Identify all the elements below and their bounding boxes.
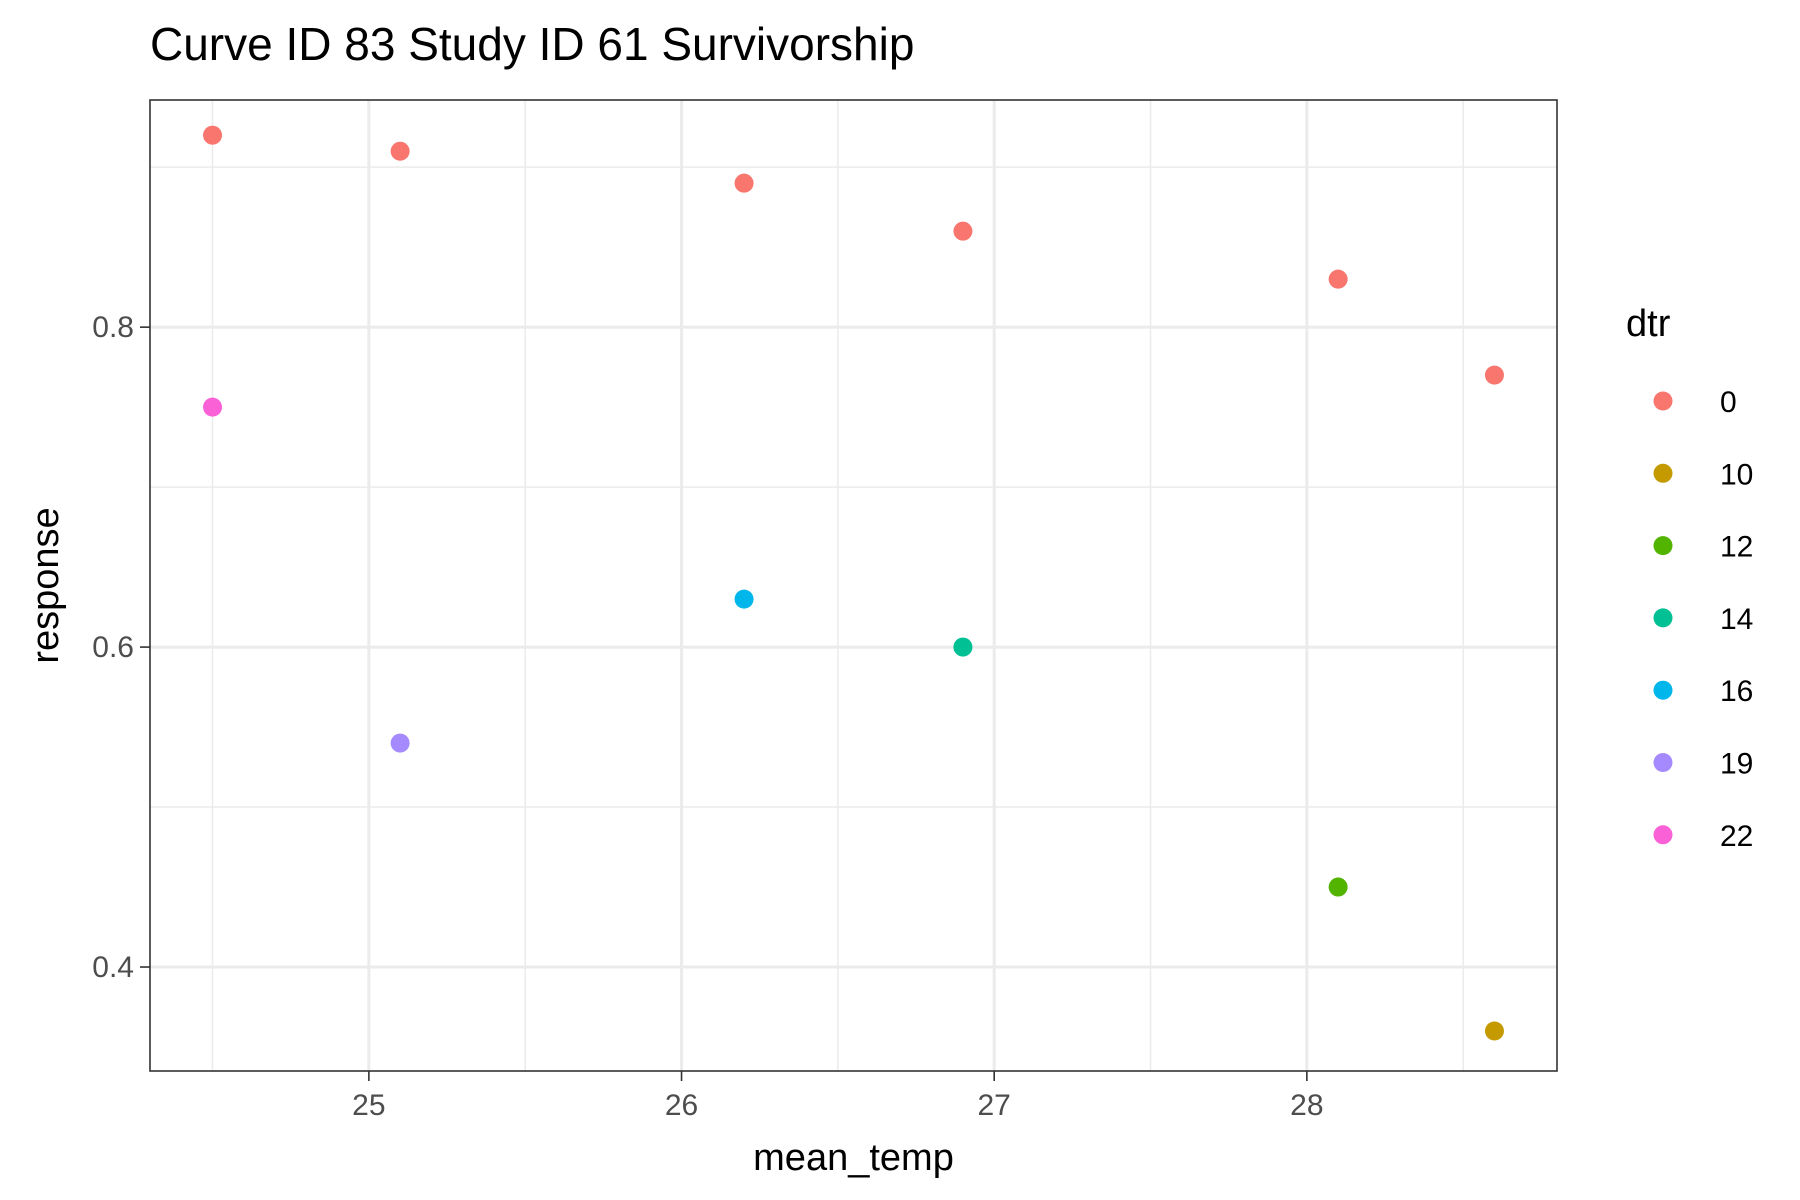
legend-items: 0 10 12 14 16 19 22 [1653, 386, 1753, 853]
y-axis: 0.4 0.6 0.8 [92, 311, 150, 984]
chart-title: Curve ID 83 Study ID 61 Survivorship [150, 18, 914, 70]
x-axis: 25 26 27 28 [352, 1071, 1324, 1122]
panel-background [150, 100, 1557, 1071]
data-point [1484, 1021, 1504, 1041]
legend-key [1653, 536, 1673, 556]
y-tick-label: 0.8 [92, 311, 134, 344]
y-tick-label: 0.6 [92, 631, 134, 664]
legend-key [1653, 680, 1673, 700]
y-axis-title: response [25, 507, 67, 663]
plot-panel [149, 99, 1558, 1072]
x-tick-label: 28 [1290, 1089, 1323, 1122]
x-tick-label: 26 [665, 1089, 698, 1122]
data-point [203, 125, 223, 145]
data-point [953, 637, 973, 657]
legend-label: 16 [1720, 675, 1753, 708]
data-point [734, 589, 754, 609]
legend-label: 14 [1720, 603, 1753, 636]
y-tick-label: 0.4 [92, 951, 134, 984]
data-point [390, 733, 410, 753]
data-point [953, 221, 973, 241]
legend-label: 12 [1720, 531, 1753, 564]
data-points [203, 125, 1504, 1041]
panel-border [149, 99, 1558, 1072]
data-point [1328, 269, 1348, 289]
major-gridlines [150, 100, 1557, 1071]
data-point [1328, 877, 1348, 897]
data-point [1484, 365, 1504, 385]
legend: dtr 0 10 12 14 16 19 22 [1626, 303, 1753, 853]
legend-label: 0 [1720, 386, 1737, 419]
data-point [203, 397, 223, 417]
data-point [734, 173, 754, 193]
legend-label: 19 [1720, 748, 1753, 781]
legend-key [1653, 753, 1673, 772]
data-point [390, 141, 410, 161]
legend-key [1653, 463, 1673, 483]
legend-label: 22 [1720, 820, 1753, 853]
legend-key [1653, 825, 1673, 845]
x-axis-title: mean_temp [753, 1137, 954, 1179]
legend-title: dtr [1626, 303, 1671, 345]
legend-key [1653, 608, 1673, 628]
legend-key [1653, 391, 1673, 411]
x-tick-label: 25 [352, 1089, 385, 1122]
legend-label: 10 [1720, 458, 1753, 491]
minor-gridlines [150, 100, 1557, 1071]
x-tick-label: 27 [978, 1089, 1011, 1122]
